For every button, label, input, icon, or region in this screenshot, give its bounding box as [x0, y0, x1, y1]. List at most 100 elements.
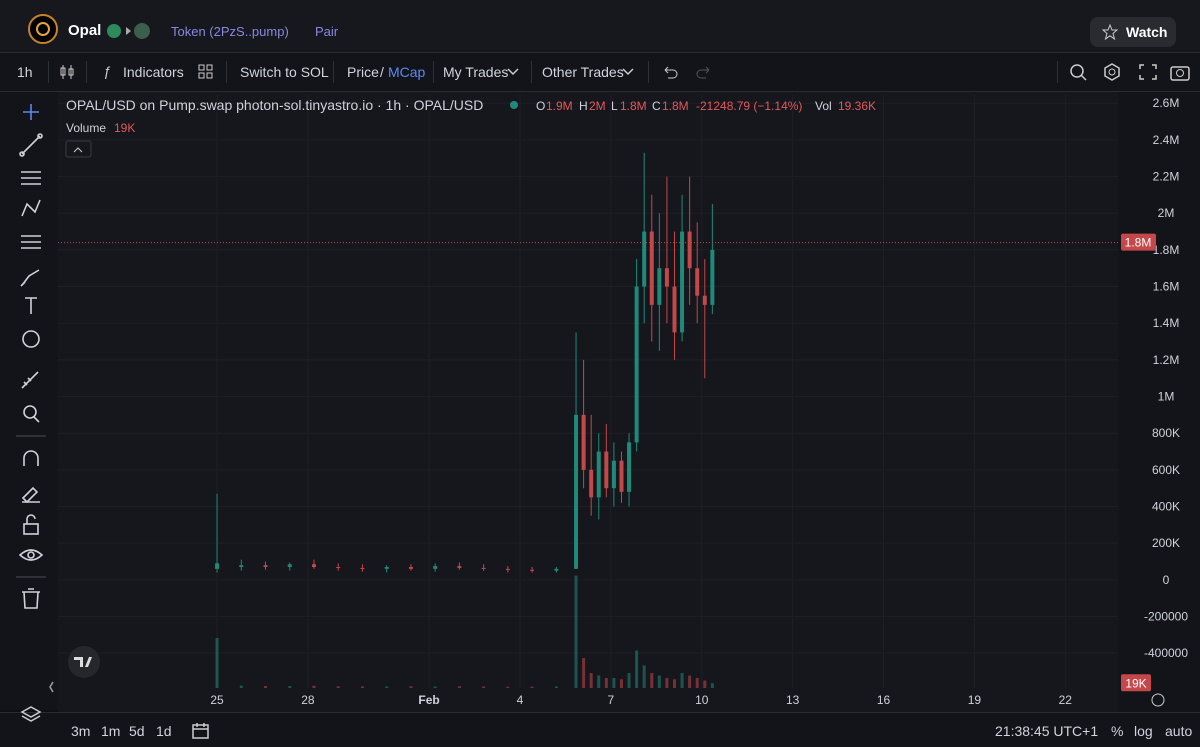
y-tick-label: 1M [1158, 390, 1175, 404]
candle-body [619, 460, 624, 492]
right-tools[interactable] [1068, 62, 1192, 82]
candle-body [457, 566, 462, 568]
range-button[interactable]: 5d [129, 723, 145, 739]
x-tick-label: 19 [968, 693, 982, 707]
pair-link[interactable]: Pair [315, 24, 339, 39]
log-toggle[interactable]: log [1134, 723, 1153, 739]
volume-bar [657, 675, 661, 688]
grid [58, 95, 1118, 688]
chart: OPAL/USD on Pump.swap photon-sol.tinyast… [58, 92, 1200, 712]
switch-sol[interactable]: Switch to SOL [240, 64, 329, 80]
separator [333, 61, 334, 83]
candle-body [642, 231, 647, 287]
x-tick-label: 16 [877, 693, 891, 707]
candle-body [287, 564, 292, 568]
y-tick-label: 2.2M [1153, 170, 1180, 184]
candle-body [336, 567, 341, 569]
last-volume-label: 19K [1125, 676, 1146, 690]
separator [226, 61, 227, 83]
last-price-label: 1.8M [1125, 236, 1152, 250]
ohlc-key: O [536, 99, 545, 113]
token-link[interactable]: Token (2PzS..pump) [171, 24, 289, 39]
mcap-toggle[interactable]: MCap [388, 64, 426, 80]
date-range-icon[interactable] [191, 722, 211, 740]
volume-bar [215, 638, 219, 688]
candle-body [581, 414, 586, 470]
candle-body [596, 451, 601, 498]
y-tick-label: 0 [1163, 573, 1170, 587]
collapse-icon [73, 147, 83, 153]
range-button[interactable]: 3m [71, 723, 91, 739]
volume-bar [612, 678, 616, 688]
collapse-button[interactable] [65, 140, 92, 158]
candle-body [702, 295, 707, 305]
y-tick-label: 1.8M [1153, 243, 1180, 257]
series [58, 152, 1118, 688]
y-tick-label: 2.4M [1153, 133, 1180, 147]
last-price-marker [1121, 233, 1156, 251]
logo [28, 14, 58, 44]
undo-redo[interactable] [662, 64, 712, 80]
ohlc-key: L [611, 99, 618, 113]
candle-body [433, 566, 438, 569]
x-tick-label: 22 [1059, 693, 1073, 707]
candle-body [672, 286, 677, 333]
candle-body [408, 567, 413, 569]
separator [531, 61, 532, 83]
watch-button[interactable]: Watch [1090, 17, 1176, 47]
volume-bar [239, 685, 243, 688]
layers-icon[interactable] [20, 705, 42, 727]
ohlc-value: 2M [589, 99, 606, 113]
interval[interactable]: 1h [17, 64, 33, 80]
candle-body [215, 563, 220, 569]
range-button[interactable]: 1m [101, 723, 121, 739]
volume-bar [642, 665, 646, 688]
candle-body [311, 564, 316, 568]
volume-bar [360, 686, 364, 688]
y-tick-label: 1.2M [1153, 353, 1180, 367]
x-tick-label: 7 [608, 693, 615, 707]
candle-icon[interactable] [58, 63, 76, 81]
volume-bar [604, 678, 608, 688]
candle-body [604, 451, 609, 489]
vol-value: 19.36K [838, 99, 876, 113]
y-tick-label: 800K [1152, 426, 1180, 440]
legend-symbol: OPAL/USD on Pump.swap photon-sol.tinyast… [66, 97, 483, 113]
candle-body [505, 568, 510, 570]
volume-bar [530, 686, 534, 688]
volume-bar [482, 686, 486, 688]
percent-toggle[interactable]: % [1111, 723, 1124, 739]
x-tick-label: 28 [301, 693, 315, 707]
status-dot [510, 101, 518, 109]
candle-body [481, 567, 486, 569]
volume-bar [554, 686, 558, 688]
layout-icon[interactable] [198, 64, 214, 80]
badges [107, 23, 150, 39]
volume-bar [409, 686, 413, 688]
volume-bar [574, 575, 578, 688]
price-toggle[interactable]: Price [347, 64, 379, 80]
chevron [507, 68, 519, 76]
slash: / [380, 64, 384, 80]
last-volume-marker [1121, 674, 1151, 692]
auto-toggle[interactable]: auto [1165, 723, 1193, 739]
volume-bar [506, 686, 510, 688]
bottom-bar: 3m 1m 5d 1d 21:38:45 UTC+1 % log auto [0, 706, 1200, 747]
candle-body [384, 567, 389, 569]
tv-logo[interactable] [68, 646, 100, 678]
candle-body [695, 268, 700, 296]
settings-icon[interactable] [1151, 693, 1165, 707]
volume-bar [688, 675, 692, 688]
chevron [622, 68, 634, 76]
candle-body [611, 460, 616, 489]
indicators[interactable]: Indicators [123, 64, 184, 80]
range-button[interactable]: 1d [156, 723, 172, 739]
other-trades[interactable]: Other Trades [542, 64, 624, 80]
my-trades[interactable]: My Trades [443, 64, 509, 80]
separator [1057, 61, 1058, 83]
x-tick-label: Feb [418, 693, 439, 707]
tool-icons[interactable] [0, 92, 58, 710]
candle-body [530, 569, 535, 571]
volume-value: 19K [114, 121, 135, 135]
